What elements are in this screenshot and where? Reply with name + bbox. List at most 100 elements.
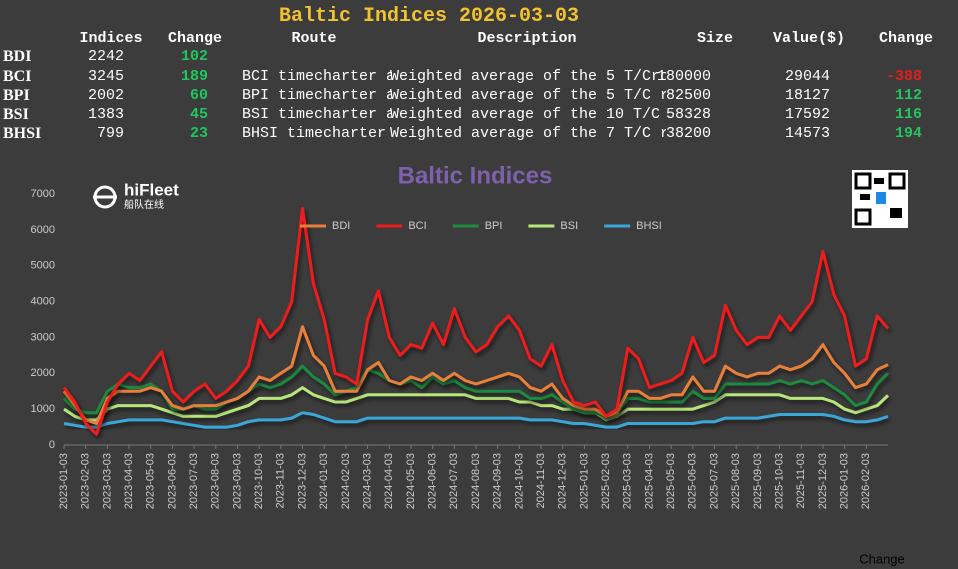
cell: 3245: [87, 68, 124, 85]
x-tick-label: 2024-08-03: [470, 453, 482, 509]
x-tick-label: 2025-08-03: [730, 453, 742, 509]
cell: 1383: [87, 106, 124, 123]
chart-title: Baltic Indices: [398, 162, 553, 189]
line: [63, 411, 889, 429]
cell: 18127: [784, 87, 830, 104]
qr-finder: [854, 172, 872, 190]
header: Indices: [79, 30, 143, 47]
cell: BHSI timecharter a: [242, 125, 392, 142]
logo-name: hiFleet: [124, 180, 179, 199]
qr-dot: [876, 192, 886, 204]
cell: BSI timecharter av: [242, 106, 392, 123]
cell: 2002: [87, 87, 124, 104]
x-tick-label: 2025-10-03: [773, 453, 785, 509]
qr-dot: [874, 178, 884, 184]
qr-dot: [890, 208, 902, 218]
x-tick-label: 2023-06-03: [166, 453, 178, 509]
cell: 189: [180, 68, 208, 85]
cell: Weighted average of the 7 T/C route: [390, 125, 666, 142]
header: Change: [167, 30, 222, 47]
qr-dot: [860, 194, 870, 200]
x-tick-label: 2025-05-03: [665, 453, 677, 509]
header: Route: [291, 30, 337, 47]
x-tick-label: 2024-03-03: [361, 453, 373, 509]
x-tick-label: 2025-06-03: [687, 453, 699, 509]
x-tick-label: 2023-03-03: [101, 453, 113, 509]
y-tick-label: 2000: [31, 367, 55, 379]
y-tick-label: 7000: [31, 188, 55, 200]
row-label: BDI: [3, 48, 32, 65]
cell: -388: [885, 68, 922, 85]
line: [62, 206, 890, 436]
y-tick-label: 6000: [31, 224, 55, 236]
x-tick-label: 2025-01-03: [578, 453, 590, 509]
y-tick-label: 1000: [31, 403, 55, 415]
x-tick-label: 2023-05-03: [145, 453, 157, 509]
x-tick-label: 2023-10-03: [253, 453, 265, 509]
cell: 23: [189, 125, 208, 142]
header: Size: [696, 30, 733, 47]
y-tick-label: 4000: [31, 295, 55, 307]
y-tick-label: 5000: [31, 260, 55, 272]
x-tick-label: 2024-07-03: [448, 453, 460, 509]
x-tick-label: 2025-02-03: [600, 453, 612, 509]
x-tick-label: 2025-07-03: [708, 453, 720, 509]
line: [62, 325, 889, 425]
cell: 38200: [665, 125, 711, 142]
x-tick-label: 2026-01-03: [839, 453, 851, 509]
x-tick-label: 2023-12-03: [296, 453, 308, 509]
x-tick-label: 2025-12-03: [817, 453, 829, 509]
qr-code: [852, 170, 908, 228]
line: [62, 364, 890, 418]
x-tick-label: 2024-02-03: [340, 453, 352, 509]
cell: Weighted average of the 5 T/C route: [390, 87, 666, 104]
row-label: BCI: [3, 68, 32, 85]
y-tick-label: 3000: [31, 331, 55, 343]
cell: 14573: [784, 125, 830, 142]
x-tick-label: 2025-04-03: [643, 453, 655, 509]
x-tick-label: 2024-11-03: [535, 453, 547, 508]
legend-label: BHSI: [636, 220, 662, 232]
cell: 82500: [665, 87, 711, 104]
x-tick-label: 2023-08-03: [210, 453, 222, 509]
footer: Change: [859, 551, 905, 566]
row-label: BPI: [3, 87, 30, 104]
cell: 180000: [656, 68, 711, 85]
qr-finder: [854, 208, 872, 226]
x-tick-label: 2024-05-03: [405, 453, 417, 509]
x-tick-label: 2024-10-03: [513, 453, 525, 509]
legend-label: BSI: [560, 220, 578, 232]
logo: hiFleet 船队在线: [93, 180, 179, 211]
cell: 29044: [784, 68, 830, 85]
cell: 102: [180, 48, 208, 65]
x-tick-label: 2024-04-03: [383, 453, 395, 509]
x-tick-label: 2024-09-03: [492, 453, 504, 509]
x-tick-label: 2025-03-03: [622, 453, 634, 509]
x-tick-label: 2024-06-03: [427, 453, 439, 509]
x-tick-label: 2023-09-03: [231, 453, 243, 509]
cell: 116: [894, 106, 922, 123]
legend-label: BPI: [485, 220, 503, 232]
x-tick-label: 2023-07-03: [188, 453, 200, 509]
title: Baltic Indices 2026-03-03: [278, 5, 580, 28]
x-tick-label: 2025-09-03: [752, 453, 764, 509]
x-tick-label: 2023-02-03: [80, 453, 92, 509]
cell: Weighted average of the 10 T/C rout: [390, 106, 666, 123]
row-label: BHSI: [3, 125, 42, 142]
logo-sub: 船队在线: [124, 198, 164, 211]
cell: 194: [894, 125, 922, 142]
cell: BPI timecharter av: [242, 87, 392, 104]
cell: BCI timecharter av: [242, 68, 392, 85]
line: [63, 386, 890, 422]
cell: 112: [894, 87, 922, 104]
x-tick-label: 2023-01-03: [58, 453, 70, 509]
cell: 2242: [87, 48, 124, 65]
cell: Weighted average of the 5 T/Croutes: [390, 68, 666, 85]
cell: 58328: [665, 106, 711, 123]
x-tick-label: 2023-11-03: [275, 453, 287, 508]
x-tick-label: 2025-11-03: [795, 453, 807, 508]
legend-label: BCI: [408, 220, 426, 232]
cell: 799: [96, 125, 124, 142]
